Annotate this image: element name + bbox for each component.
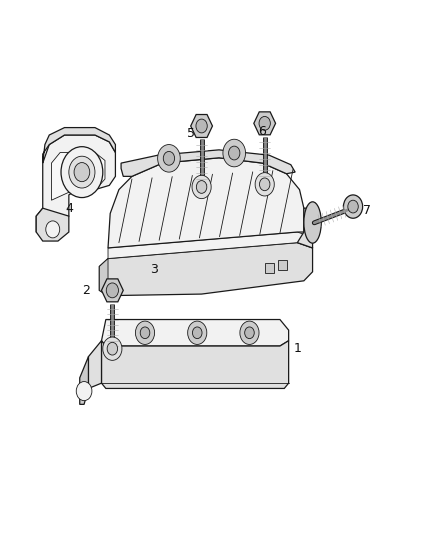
Circle shape	[74, 163, 90, 182]
Circle shape	[343, 195, 363, 218]
Circle shape	[103, 337, 122, 360]
Circle shape	[135, 321, 155, 344]
Circle shape	[140, 327, 150, 338]
Circle shape	[240, 321, 259, 344]
Polygon shape	[297, 208, 313, 248]
Circle shape	[229, 146, 240, 160]
Polygon shape	[36, 135, 116, 232]
Polygon shape	[102, 279, 123, 302]
Circle shape	[106, 283, 118, 298]
Circle shape	[69, 156, 95, 188]
Circle shape	[107, 342, 117, 355]
Circle shape	[192, 175, 211, 199]
Text: 4: 4	[65, 201, 73, 215]
Text: 3: 3	[150, 263, 158, 276]
Circle shape	[187, 321, 207, 344]
Circle shape	[348, 200, 358, 213]
Circle shape	[255, 173, 274, 196]
Polygon shape	[102, 319, 289, 346]
Polygon shape	[102, 341, 289, 389]
Circle shape	[223, 139, 246, 167]
Circle shape	[196, 119, 207, 133]
Text: 7: 7	[363, 204, 371, 217]
Polygon shape	[99, 243, 313, 296]
Polygon shape	[88, 341, 102, 389]
Text: 1: 1	[293, 342, 301, 355]
Circle shape	[61, 147, 103, 198]
Polygon shape	[191, 115, 212, 138]
Circle shape	[259, 178, 270, 191]
Circle shape	[158, 144, 180, 172]
Circle shape	[196, 181, 207, 193]
FancyBboxPatch shape	[265, 263, 274, 273]
Circle shape	[259, 116, 270, 130]
Polygon shape	[80, 357, 88, 405]
Polygon shape	[43, 127, 116, 163]
Polygon shape	[51, 152, 105, 200]
Text: 5: 5	[187, 127, 195, 140]
Polygon shape	[254, 112, 276, 135]
Polygon shape	[99, 259, 108, 296]
Circle shape	[76, 382, 92, 401]
Circle shape	[192, 327, 202, 338]
FancyBboxPatch shape	[278, 260, 287, 270]
Polygon shape	[36, 208, 69, 241]
Circle shape	[46, 221, 60, 238]
Ellipse shape	[304, 202, 321, 243]
Text: 6: 6	[258, 125, 266, 138]
Text: 2: 2	[82, 284, 90, 297]
Polygon shape	[108, 232, 313, 259]
Polygon shape	[108, 158, 304, 248]
Polygon shape	[121, 150, 295, 176]
Circle shape	[245, 327, 254, 338]
Circle shape	[163, 151, 175, 165]
